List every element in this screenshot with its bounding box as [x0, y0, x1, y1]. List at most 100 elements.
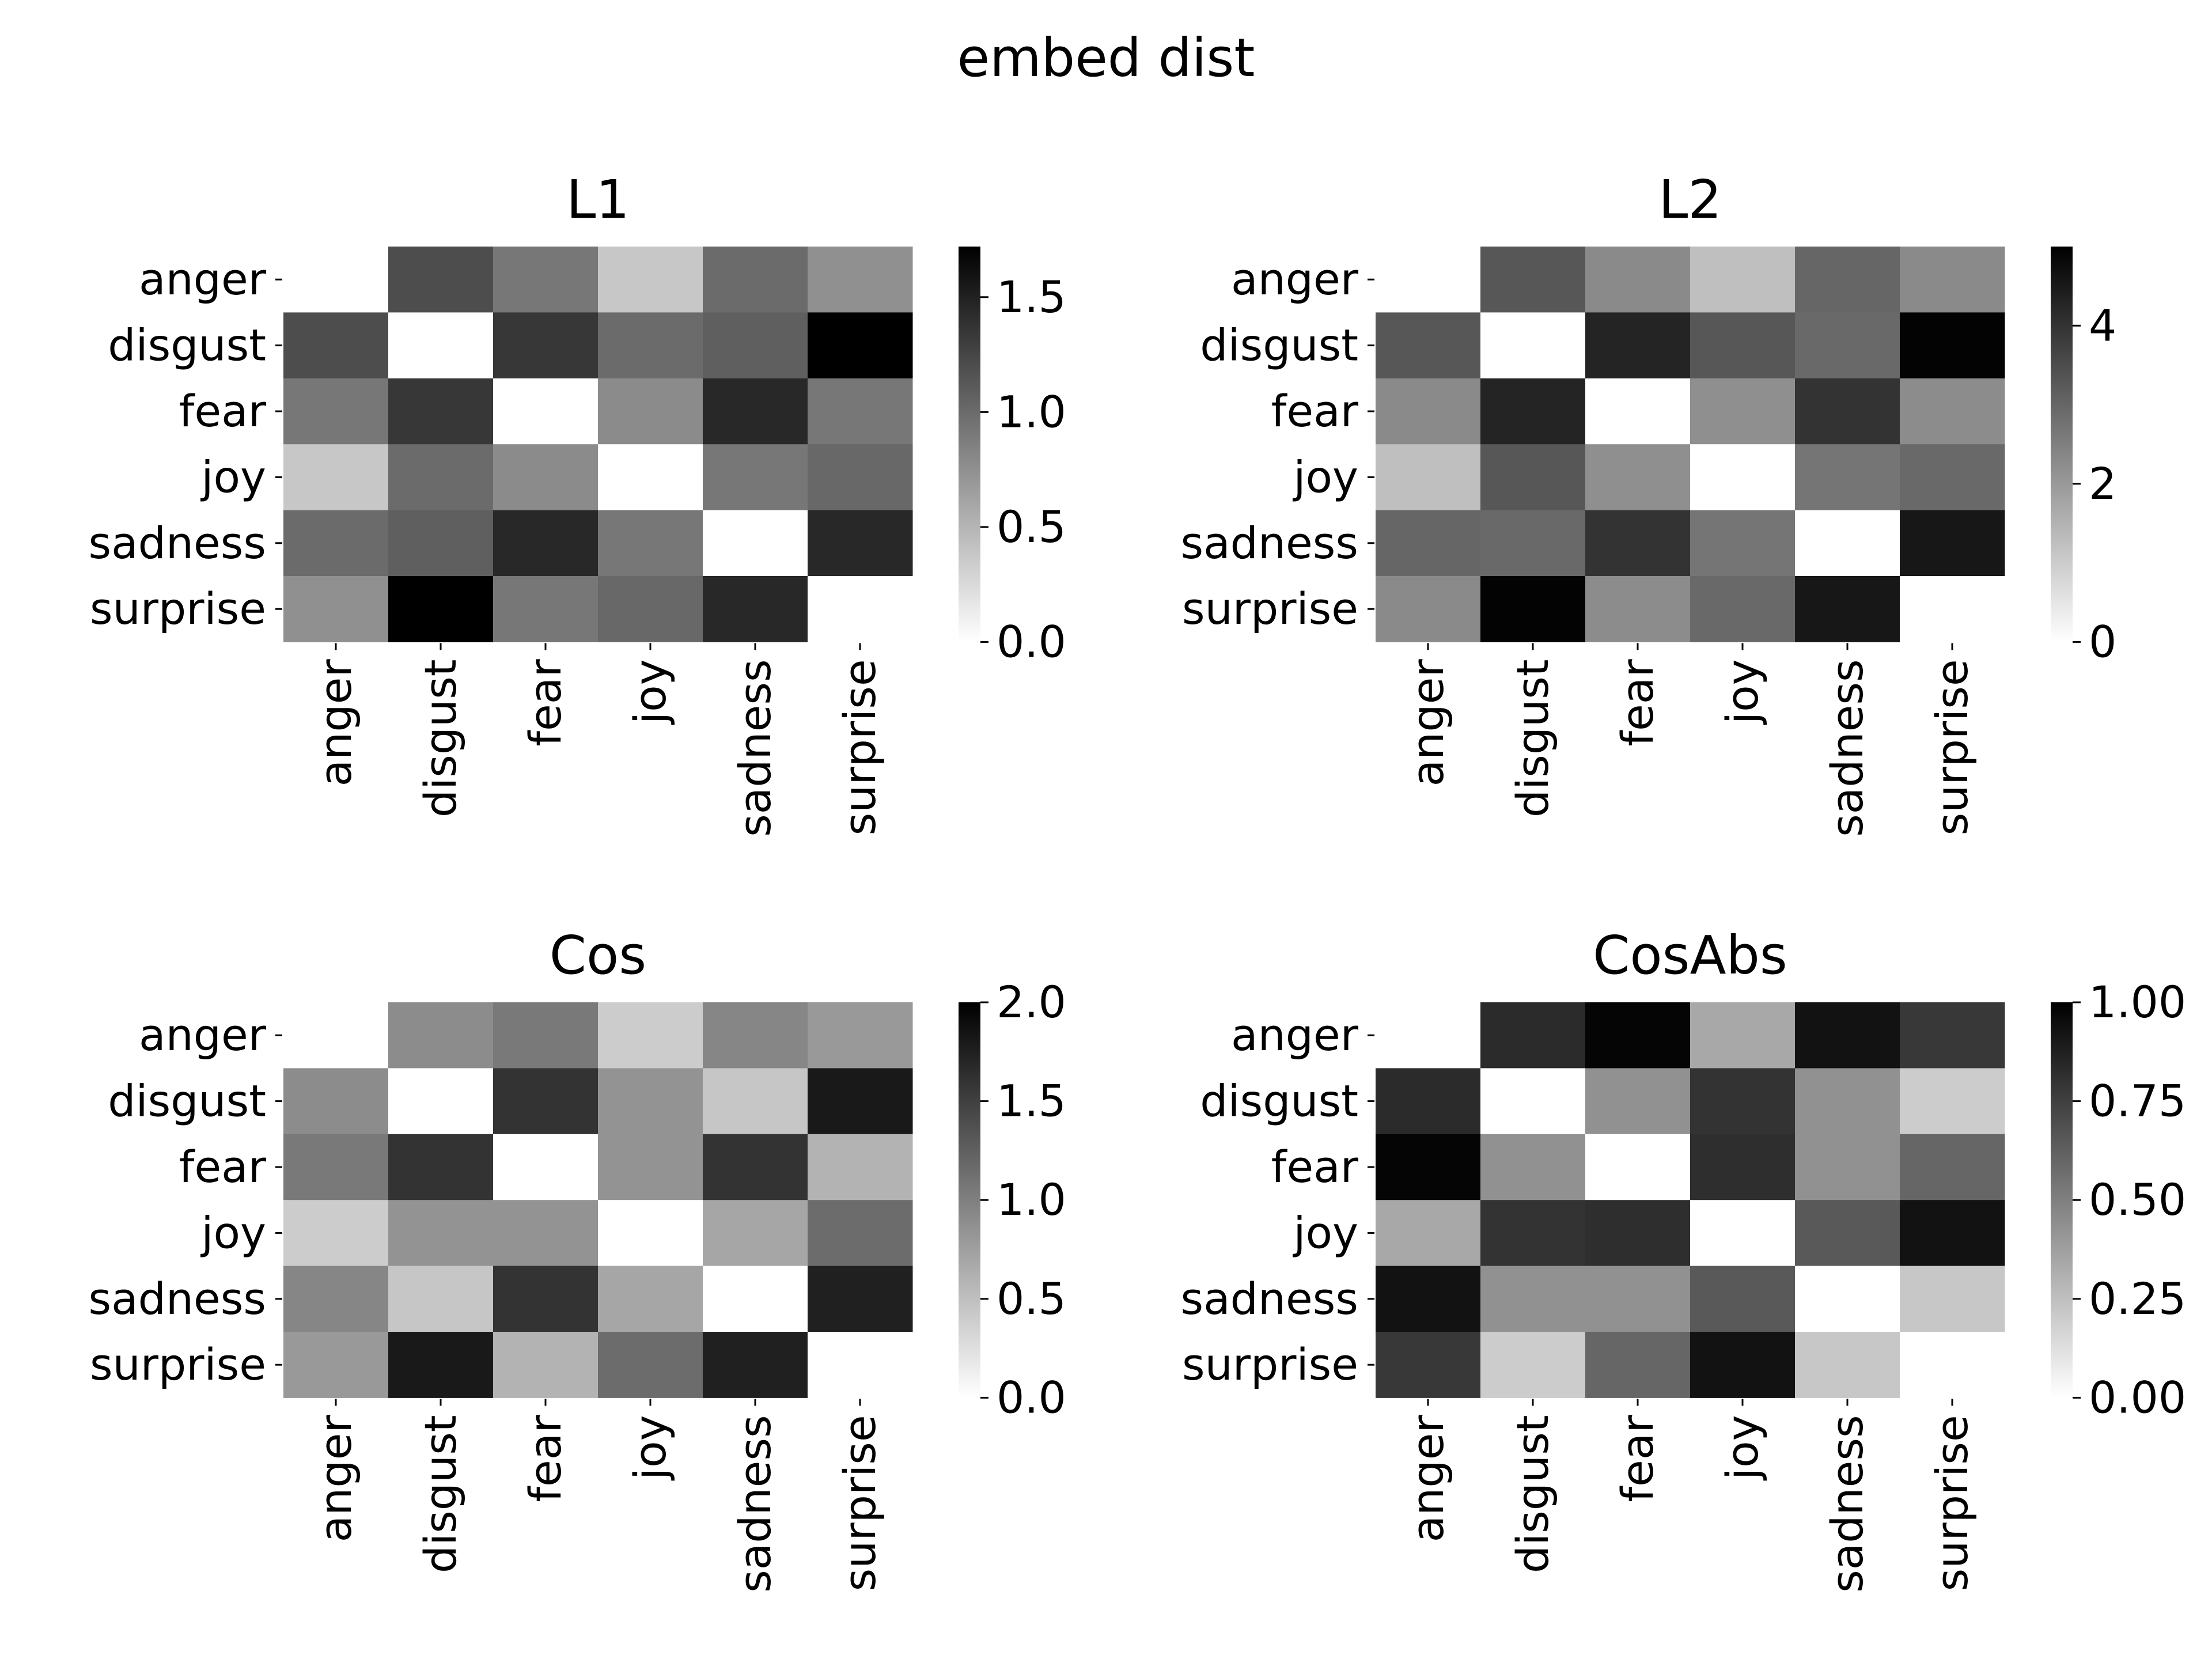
heatmap-cell — [808, 378, 913, 445]
heatmap-cell — [598, 1200, 703, 1267]
x-tick-label: surprise — [1926, 659, 1978, 835]
x-tick-label: disgust — [1507, 659, 1558, 817]
heatmap-cell — [1690, 312, 1796, 379]
y-tick-label: anger — [1231, 253, 1359, 305]
heatmap-cell — [1376, 1068, 1481, 1135]
heatmap-cell — [1795, 1200, 1900, 1267]
x-tick-label: sadness — [729, 659, 781, 837]
heatmap-cell — [1480, 1134, 1586, 1200]
heatmap-cell — [1900, 247, 2005, 313]
heatmap-cell — [808, 1200, 913, 1267]
heatmap-cell — [1690, 1002, 1796, 1069]
heatmap-cell — [493, 444, 599, 511]
heatmap-cell — [493, 576, 599, 642]
heatmap-cell — [1585, 1134, 1691, 1200]
heatmap-cell — [493, 1134, 599, 1200]
heatmap-cell — [703, 378, 808, 445]
y-tick-label: disgust — [1200, 320, 1358, 371]
heatmap-cell — [1795, 444, 1900, 511]
heatmap-cell — [1900, 444, 2005, 511]
heatmap-cell — [1690, 378, 1796, 445]
colorbar-tick-label: 1.0 — [997, 1174, 1066, 1225]
heatmap-cell — [703, 1332, 808, 1398]
heatmap-cell — [1480, 1332, 1586, 1398]
x-tick-label: surprise — [834, 659, 885, 835]
heatmap-cell — [388, 1332, 494, 1398]
x-tick-label: anger — [310, 659, 361, 787]
heatmap-cell — [1585, 247, 1691, 313]
heatmap-cell — [1480, 378, 1586, 445]
heatmap-panel-cos: Cos anger disgust fear joy sadness surprise ang… — [88, 925, 1066, 1593]
colorbar-tick-label: 1.0 — [997, 386, 1066, 437]
heatmap-cell — [1376, 510, 1481, 577]
heatmap-cell — [283, 444, 389, 511]
colorbar — [959, 1002, 980, 1398]
heatmap-cell — [1690, 444, 1796, 511]
heatmap-cell — [703, 576, 808, 642]
x-tick-label: surprise — [1926, 1415, 1978, 1591]
heatmap-cell — [1585, 1200, 1691, 1267]
heatmap-cell — [1690, 1068, 1796, 1135]
panel-title: L1 — [566, 169, 630, 230]
colorbar-tick-label: 4 — [2089, 300, 2116, 351]
heatmap-cell — [598, 510, 703, 577]
heatmap-cell — [703, 312, 808, 379]
y-tick-label: sadness — [88, 517, 266, 569]
heatmap-cell — [1480, 576, 1586, 642]
heatmap-cell — [1480, 1002, 1586, 1069]
heatmap-cell — [493, 1200, 599, 1267]
colorbar-tick-label: 1.5 — [997, 271, 1066, 323]
heatmap-cell — [808, 510, 913, 577]
heatmap-cell — [1900, 510, 2005, 577]
heatmap-cell — [1795, 312, 1900, 379]
y-tick-label: surprise — [1182, 1339, 1358, 1390]
heatmap-cell — [1900, 1266, 2005, 1332]
heatmap-cell — [1480, 1200, 1586, 1267]
x-tick-label: fear — [520, 659, 571, 747]
heatmap-cell — [808, 312, 913, 379]
heatmap-panels: L1 anger disgust fear joy sadness surprise ange… — [88, 169, 2186, 1593]
x-tick-label: fear — [1612, 1415, 1663, 1502]
heatmap-cell — [283, 247, 389, 313]
y-tick-label: joy — [200, 1207, 266, 1258]
heatmap-cell — [1900, 1002, 2005, 1069]
heatmap-cell — [1690, 1134, 1796, 1200]
panel-title: CosAbs — [1593, 925, 1787, 986]
heatmap-cell — [1900, 1134, 2005, 1200]
x-tick-label: anger — [310, 1415, 361, 1543]
heatmap-cell — [598, 444, 703, 511]
colorbar-tick-label: 2 — [2089, 458, 2116, 509]
x-tick-label: joy — [624, 1415, 676, 1481]
heatmap-cell — [598, 378, 703, 445]
heatmap-cell — [1900, 1200, 2005, 1267]
heatmap-cell — [388, 312, 494, 379]
heatmap-cell — [1795, 510, 1900, 577]
heatmap-cell — [808, 247, 913, 313]
x-tick-label: sadness — [1821, 659, 1873, 837]
heatmap-cell — [1900, 1332, 2005, 1398]
heatmap-panel-cosabs: CosAbs anger disgust fear joy sadness surprise… — [1180, 925, 2186, 1593]
heatmap-cell — [703, 1200, 808, 1267]
heatmap-cell — [1900, 576, 2005, 642]
y-tick-label: anger — [139, 1009, 267, 1060]
heatmap-cell — [283, 1332, 389, 1398]
heatmap-cell — [493, 312, 599, 379]
heatmap-cell — [283, 576, 389, 642]
heatmap-cell — [283, 1200, 389, 1267]
heatmap-cell — [388, 1002, 494, 1069]
x-tick-label: joy — [1717, 659, 1768, 725]
heatmap-cell — [283, 1068, 389, 1135]
heatmap-cell — [808, 1134, 913, 1200]
heatmap-cell — [493, 510, 599, 577]
heatmap-cell — [1795, 1068, 1900, 1135]
y-tick-label: anger — [139, 253, 267, 305]
heatmap-cell — [1376, 247, 1481, 313]
heatmap-cell — [1480, 1266, 1586, 1332]
heatmap-cell — [1480, 510, 1586, 577]
colorbar — [959, 247, 980, 642]
heatmap-cell — [1376, 444, 1481, 511]
colorbar-tick-label: 2.0 — [997, 976, 1066, 1028]
heatmap-cell — [703, 1266, 808, 1332]
heatmap-cell — [1690, 1200, 1796, 1267]
colorbar-tick-label: 0.25 — [2089, 1273, 2186, 1324]
